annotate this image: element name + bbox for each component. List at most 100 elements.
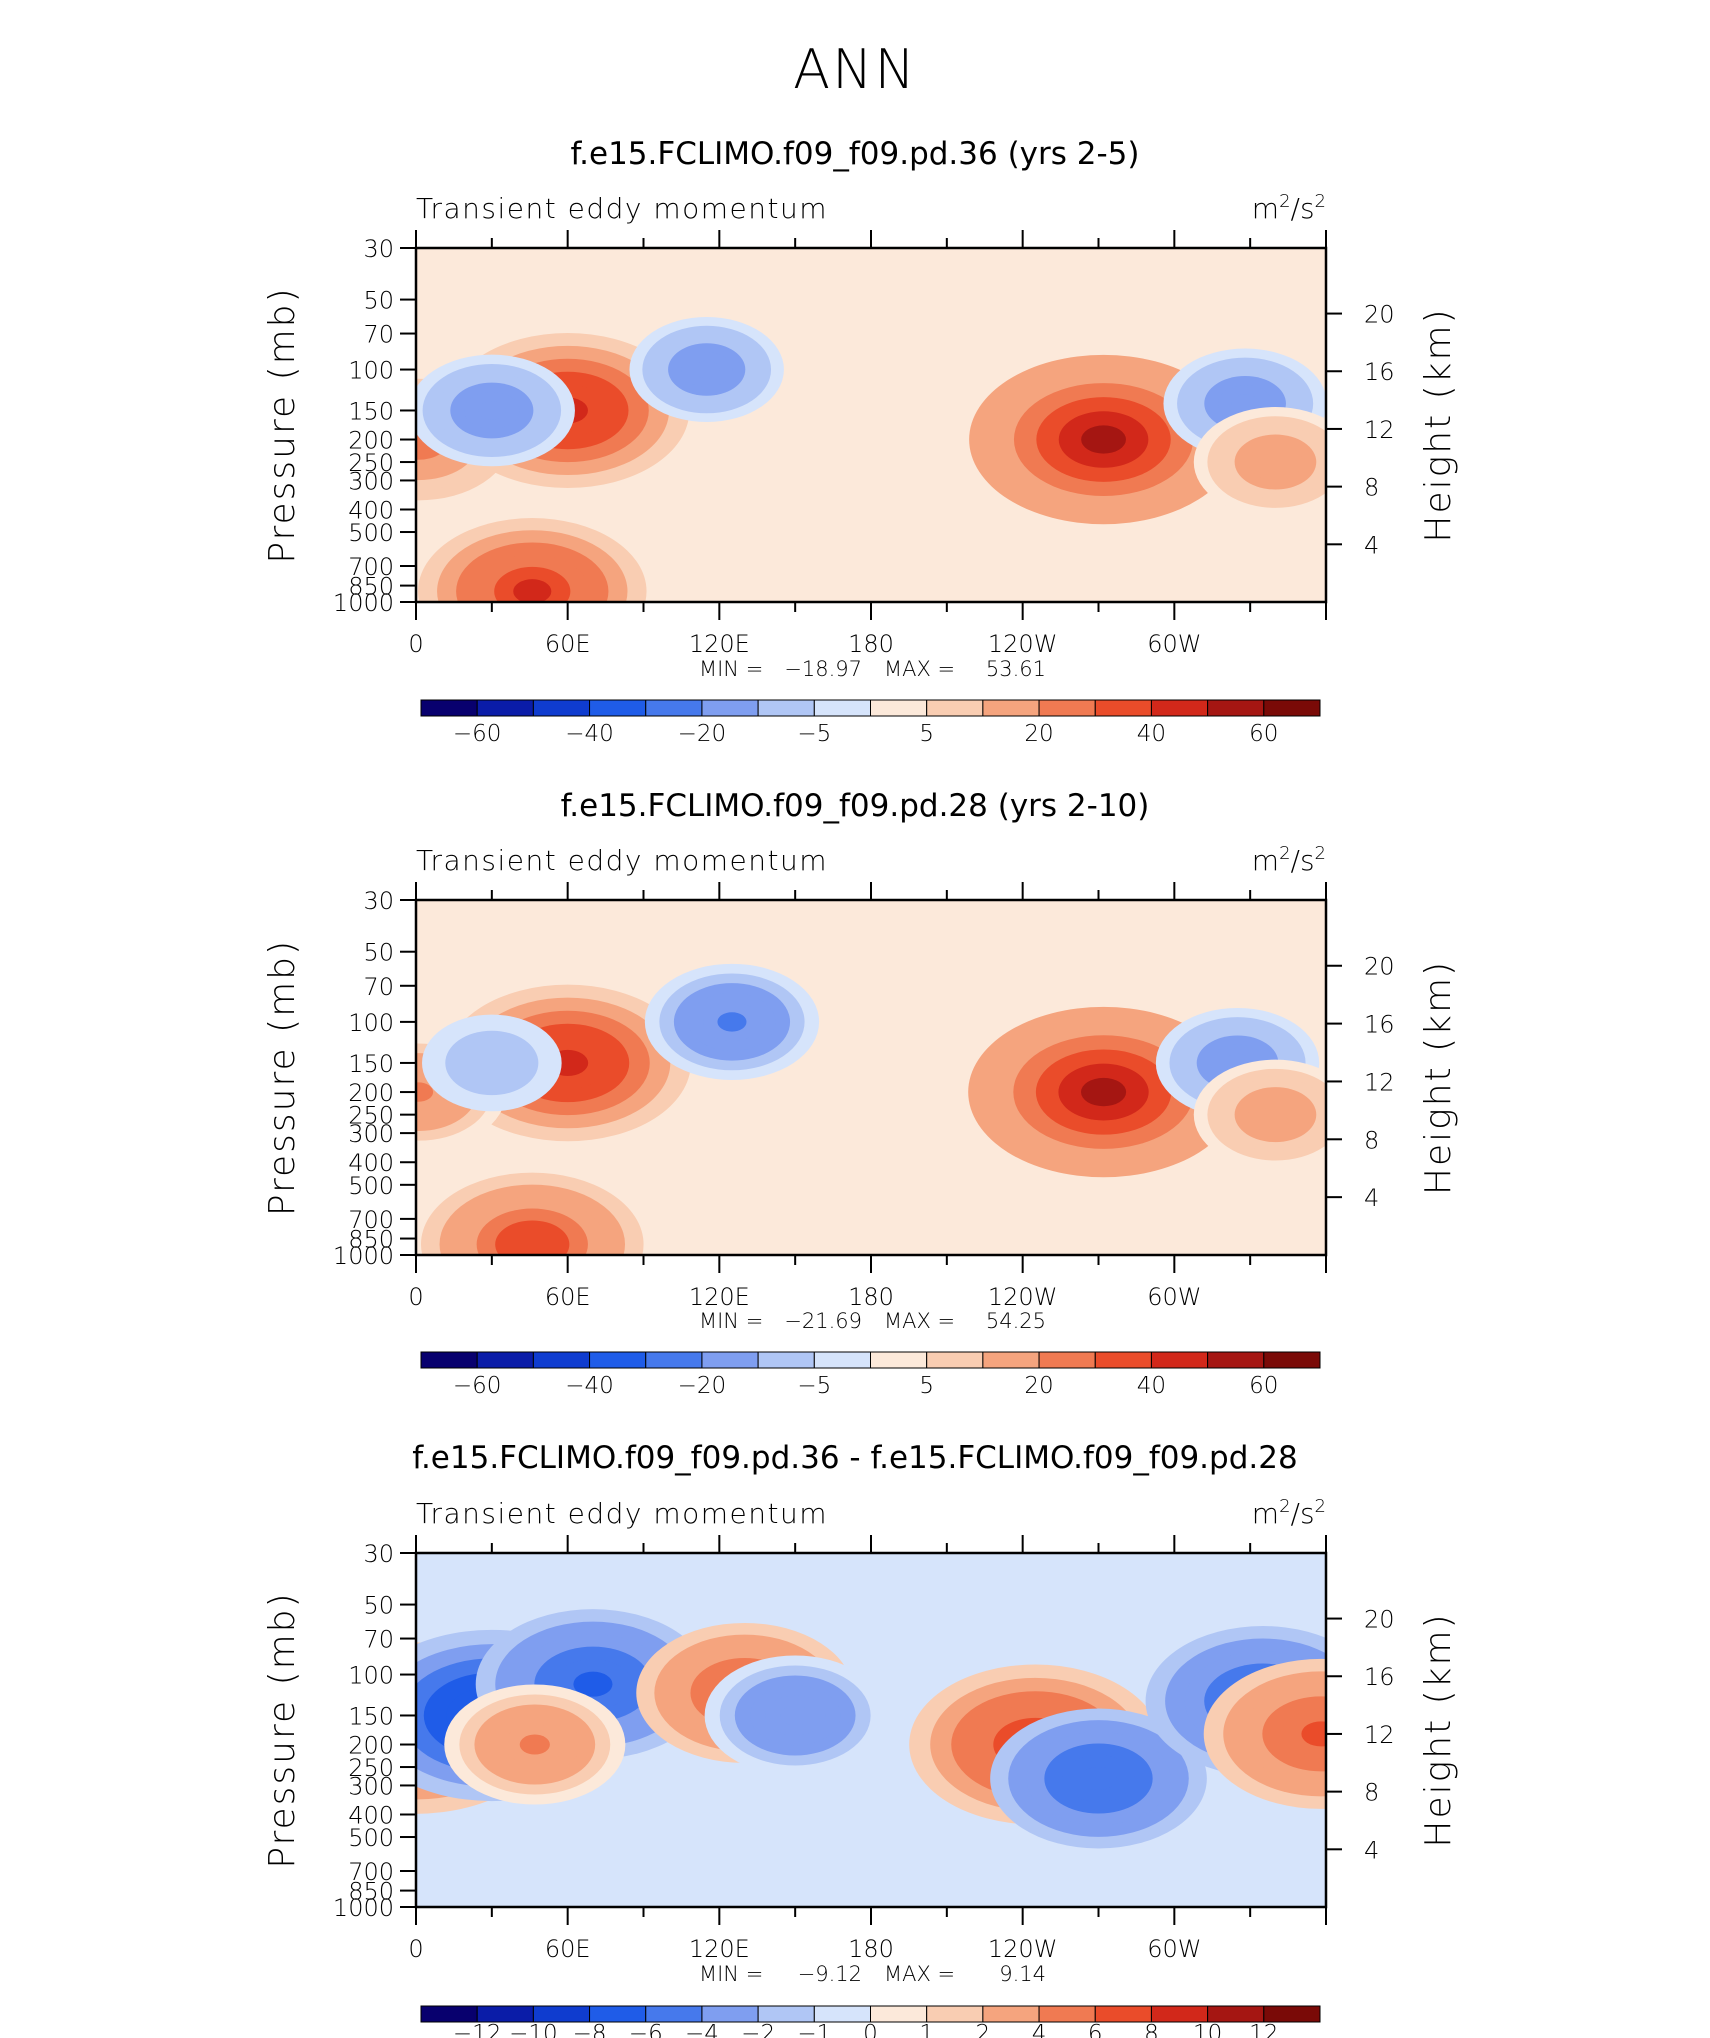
x-tick-label: 0 <box>408 630 423 658</box>
colorbar-swatch <box>420 2005 478 2023</box>
colorbar-label: 10 <box>1193 2021 1222 2038</box>
units-label: m2/s2 <box>1252 1496 1326 1530</box>
x-tick-label: 120E <box>689 1935 750 1963</box>
colorbar-label: −6 <box>629 2021 663 2038</box>
colorbar-label: −8 <box>573 2021 607 2038</box>
colorbar-swatch <box>1038 699 1096 717</box>
colorbar-swatch <box>757 1351 815 1369</box>
y-right-tick-label: 12 <box>1364 1721 1395 1749</box>
chart-panel-2: f.e15.FCLIMO.f09_f09.pd.28 (yrs 2-10) Tra… <box>262 788 1459 1399</box>
colorbar-swatch <box>926 699 984 717</box>
max-label: MAX = <box>884 1962 955 1986</box>
colorbar-label: −1 <box>797 2021 831 2038</box>
y-right-tick-label: 12 <box>1364 416 1395 444</box>
min-label: MIN = <box>699 1309 763 1333</box>
y-right-axis-title: Height (km) <box>1418 307 1459 542</box>
y-right-tick-label: 12 <box>1364 1068 1395 1096</box>
colorbar-swatch <box>1094 1351 1152 1369</box>
panel-title: f.e15.FCLIMO.f09_f09.pd.36 - f.e15.FCLIM… <box>412 1440 1297 1476</box>
colorbar-swatch <box>589 2005 647 2023</box>
y-tick-label: 700 <box>348 553 394 581</box>
y-tick-label: 200 <box>348 427 394 455</box>
max-value: 53.61 <box>986 657 1046 681</box>
min-value: −21.69 <box>784 1309 862 1333</box>
x-tick-label: 120E <box>689 1283 750 1311</box>
colorbar-swatch <box>701 2005 759 2023</box>
chart-panel-1: f.e15.FCLIMO.f09_f09.pd.36 (yrs 2-5) Tran… <box>262 136 1459 747</box>
variable-label: Transient eddy momentum <box>416 192 828 225</box>
contour-feature-10 <box>780 1705 811 1726</box>
contour-feature-8 <box>513 579 552 602</box>
y-right-tick-label: 20 <box>1364 953 1395 981</box>
max-label: MAX = <box>884 657 955 681</box>
colorbar-swatch <box>813 2005 871 2023</box>
colorbar-swatch <box>645 1351 703 1369</box>
y-tick-label: 700 <box>348 1206 394 1234</box>
min-value: −18.97 <box>784 657 862 681</box>
y-tick-label: 150 <box>348 397 394 425</box>
contour-feature-2 <box>1081 425 1126 454</box>
y-tick-label: 250 <box>348 1102 394 1130</box>
min-label: MIN = <box>699 657 763 681</box>
units-label: m2/s2 <box>1252 191 1326 225</box>
colorbar-label: 1 <box>919 2021 934 2038</box>
contour-feature-9 <box>519 1734 550 1755</box>
y-tick-label: 100 <box>348 1009 394 1037</box>
x-tick-label: 120W <box>988 1935 1058 1963</box>
colorbar-swatch <box>1150 699 1209 717</box>
x-tick-label: 120W <box>988 630 1058 658</box>
y-right-axis-title: Height (km) <box>1418 960 1459 1195</box>
x-tick-label: 60W <box>1147 1935 1201 1963</box>
y-tick-label: 30 <box>363 235 394 263</box>
y-right-tick-label: 8 <box>1364 1126 1379 1154</box>
colorbar-swatch <box>813 1351 871 1369</box>
colorbar-label: 5 <box>919 721 934 747</box>
colorbar-swatch <box>1150 2005 1209 2023</box>
y-tick-label: 400 <box>348 1801 394 1829</box>
x-tick-label: 180 <box>848 1283 894 1311</box>
y-tick-label: 250 <box>348 1754 394 1782</box>
x-tick-label: 0 <box>408 1283 423 1311</box>
colorbar-label: −2 <box>741 2021 775 2038</box>
contour-feature-8 <box>1301 1721 1326 1747</box>
min-label: MIN = <box>699 1962 763 1986</box>
contour-feature-5 <box>477 401 506 420</box>
colorbar-swatch <box>870 2005 928 2023</box>
colorbar-swatch <box>1150 1351 1209 1369</box>
variable-label: Transient eddy momentum <box>416 1497 828 1530</box>
colorbar-swatch <box>926 2005 984 2023</box>
y-tick-label: 100 <box>348 1662 394 1690</box>
y-right-tick-label: 16 <box>1364 1663 1395 1691</box>
colorbar-swatch <box>476 2005 534 2023</box>
panel-title: f.e15.FCLIMO.f09_f09.pd.28 (yrs 2-10) <box>561 788 1150 824</box>
panel-title: f.e15.FCLIMO.f09_f09.pd.36 (yrs 2-5) <box>570 136 1139 172</box>
colorbar-swatch <box>1263 699 1321 717</box>
y-tick-label: 70 <box>363 973 394 1001</box>
colorbar-swatch <box>1207 699 1265 717</box>
x-tick-label: 0 <box>408 1935 423 1963</box>
colorbar-label: 20 <box>1024 721 1053 747</box>
colorbar-swatch <box>476 1351 534 1369</box>
contour-feature-3 <box>573 1671 613 1697</box>
y-right-tick-label: 4 <box>1364 1836 1379 1864</box>
x-tick-label: 60E <box>545 1283 591 1311</box>
colorbar-label: 40 <box>1137 1373 1166 1399</box>
colorbar-swatch <box>420 1351 478 1369</box>
field-features <box>416 963 1326 1255</box>
y-tick-label: 250 <box>348 449 394 477</box>
y-right-tick-label: 20 <box>1364 301 1395 329</box>
colorbar-label: 4 <box>1032 2021 1047 2038</box>
y-axis-title: Pressure (mb) <box>262 286 303 563</box>
colorbar-swatch <box>1038 2005 1096 2023</box>
contour-feature-8 <box>513 1232 551 1255</box>
colorbar-swatch <box>701 1351 759 1369</box>
colorbar-swatch <box>532 699 591 717</box>
colorbar-swatch <box>757 699 815 717</box>
x-tick-label: 120E <box>689 630 750 658</box>
y-right-tick-label: 4 <box>1364 531 1379 559</box>
colorbar-swatch <box>420 699 478 717</box>
colorbar-swatch <box>1094 699 1152 717</box>
colorbar-swatch <box>982 2005 1040 2023</box>
contour-feature-7 <box>1261 1105 1290 1124</box>
y-tick-label: 50 <box>363 939 394 967</box>
